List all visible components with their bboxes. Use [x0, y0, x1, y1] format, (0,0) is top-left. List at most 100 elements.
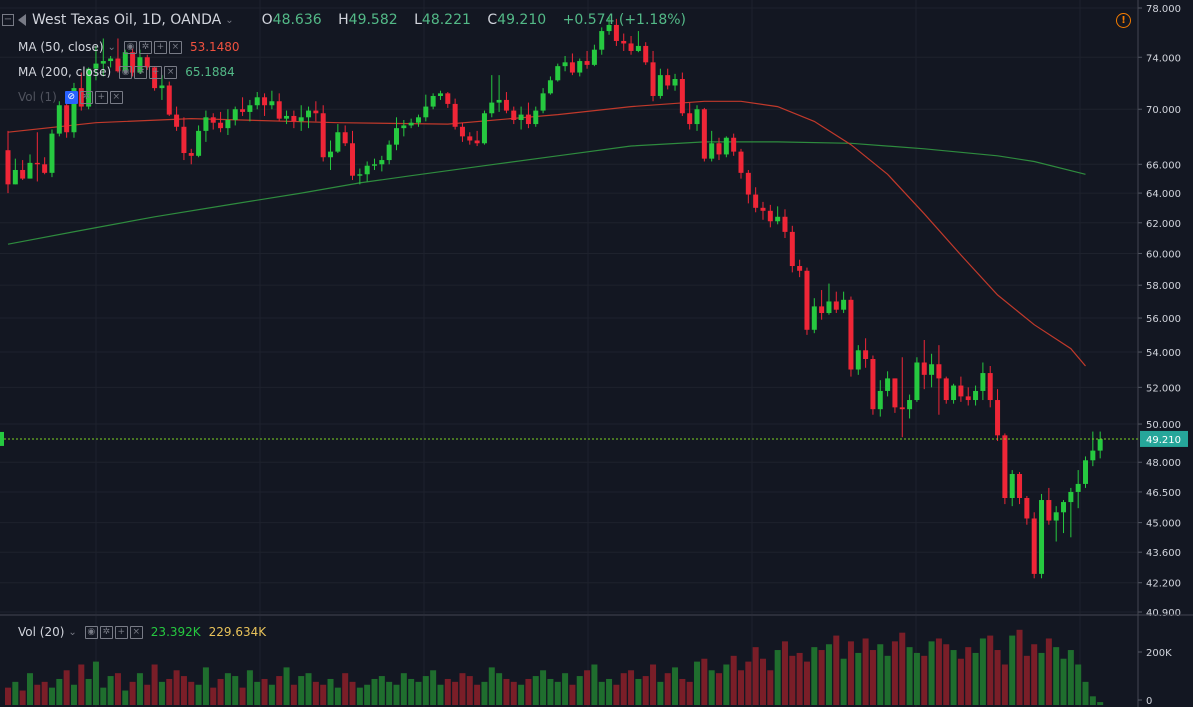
- candle-body: [804, 270, 810, 330]
- candle-body: [306, 110, 312, 118]
- candle-body: [12, 169, 18, 185]
- volume-bar: [1089, 696, 1096, 705]
- warning-icon[interactable]: !: [1116, 13, 1131, 28]
- collapse-icon[interactable]: −: [2, 14, 14, 26]
- eye-icon[interactable]: ◉: [119, 65, 133, 79]
- price-tick-label: 64.000: [1146, 189, 1181, 200]
- volume-bar: [378, 676, 385, 705]
- candle-body: [284, 115, 290, 119]
- volume-bar: [349, 681, 356, 705]
- candle-body: [364, 165, 370, 175]
- volume-bar: [34, 684, 41, 705]
- eye-icon[interactable]: ◉: [123, 40, 137, 54]
- candle-body: [313, 110, 319, 114]
- volume-bar: [562, 673, 569, 705]
- candle-body: [855, 350, 861, 370]
- close-icon[interactable]: ×: [164, 65, 178, 79]
- candle-body: [496, 99, 502, 103]
- volume-bar: [180, 676, 187, 705]
- volume-bar: [415, 681, 422, 705]
- candle-body: [291, 115, 297, 122]
- volume-bar: [979, 638, 986, 705]
- symbol-title[interactable]: West Texas Oil, 1D, OANDA: [32, 12, 222, 28]
- volume-bar: [708, 670, 715, 705]
- close-icon[interactable]: ×: [168, 40, 182, 54]
- price-tick-label: 46.500: [1146, 488, 1181, 499]
- hidden-eye-icon[interactable]: ⊘: [64, 90, 78, 104]
- volume-bar: [393, 684, 400, 705]
- candle-body: [731, 137, 737, 152]
- ma50-label[interactable]: MA (50, close): [18, 40, 104, 54]
- volume-bar: [664, 673, 671, 705]
- candle-body: [577, 61, 583, 73]
- volume-bar: [847, 641, 854, 705]
- candle-body: [459, 126, 465, 137]
- volume-bar: [1031, 644, 1038, 705]
- ma200-value: 65.1884: [185, 65, 235, 79]
- vol-pane-label[interactable]: Vol (20): [18, 625, 65, 639]
- chevron-down-icon[interactable]: ⌄: [68, 626, 77, 638]
- candle-body: [115, 58, 121, 72]
- candle-body: [350, 143, 356, 176]
- chevron-down-icon[interactable]: ⌄: [225, 14, 234, 26]
- chevron-down-icon[interactable]: ⌄: [107, 41, 116, 53]
- settings-icon[interactable]: ✲: [134, 65, 148, 79]
- settings-icon[interactable]: ✲: [79, 90, 93, 104]
- candle-body: [445, 93, 451, 104]
- volume-bar: [935, 638, 942, 705]
- candle-body: [745, 172, 751, 195]
- candle-body: [907, 400, 913, 410]
- volume-bar: [129, 681, 136, 705]
- volume-bar: [437, 684, 444, 705]
- volume-bar: [818, 650, 825, 705]
- volume-bar: [554, 681, 561, 705]
- settings-icon[interactable]: ✲: [99, 625, 113, 639]
- settings-icon[interactable]: ✲: [138, 40, 152, 54]
- candle-body: [430, 95, 436, 107]
- candle-body: [71, 88, 77, 133]
- volume-bar: [41, 681, 48, 705]
- volume-bar: [232, 676, 239, 705]
- plus-icon[interactable]: +: [153, 40, 167, 54]
- ma200-label[interactable]: MA (200, close): [18, 65, 112, 79]
- candle-body: [159, 85, 165, 89]
- volume-bar: [408, 678, 415, 705]
- candle-body: [848, 299, 854, 370]
- plus-icon[interactable]: +: [114, 625, 128, 639]
- vol-overlay-label[interactable]: Vol (1): [18, 90, 57, 104]
- volume-bar: [151, 664, 158, 705]
- candle-body: [936, 364, 942, 379]
- volume-bar: [1067, 650, 1074, 705]
- volume-bar: [1038, 652, 1045, 705]
- candle-body: [1053, 512, 1059, 521]
- candle-body: [254, 97, 260, 106]
- volume-bar: [716, 673, 723, 705]
- volume-bar: [364, 684, 371, 705]
- plus-icon[interactable]: +: [94, 90, 108, 104]
- volume-bar: [650, 664, 657, 705]
- volume-bar: [488, 667, 495, 705]
- volume-bar: [825, 644, 832, 705]
- volume-bar: [305, 673, 312, 705]
- candle-body: [1009, 474, 1015, 498]
- candle-body: [166, 85, 172, 115]
- close-icon[interactable]: ×: [129, 625, 143, 639]
- volume-bar: [254, 681, 261, 705]
- candle-body: [1075, 483, 1081, 492]
- candle-body: [973, 390, 979, 401]
- close-icon[interactable]: ×: [109, 90, 123, 104]
- plus-icon[interactable]: +: [149, 65, 163, 79]
- candle-body: [210, 117, 216, 123]
- candle-body: [269, 101, 275, 106]
- candle-body: [34, 162, 40, 165]
- eye-icon[interactable]: ◉: [84, 625, 98, 639]
- candle-body: [621, 40, 627, 44]
- candle-body: [225, 119, 231, 129]
- volume-bar: [56, 678, 63, 705]
- candle-body: [1097, 439, 1103, 451]
- volume-bar: [759, 658, 766, 705]
- candle-body: [789, 231, 795, 267]
- volume-bar: [466, 676, 473, 705]
